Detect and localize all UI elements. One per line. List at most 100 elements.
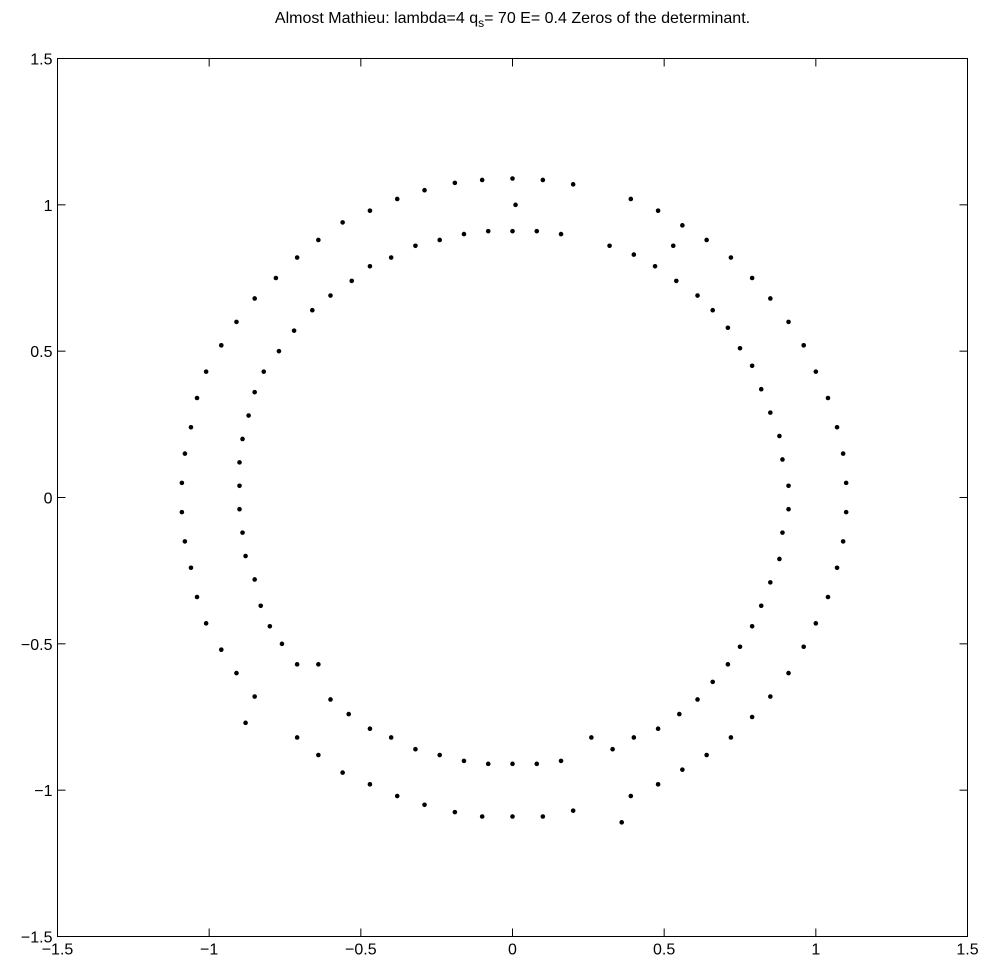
title-subscript: s <box>478 16 485 30</box>
data-point <box>310 307 315 313</box>
data-point <box>513 202 518 208</box>
data-point <box>674 278 679 284</box>
data-point <box>558 231 564 237</box>
y-tick-label: 1.5 <box>30 52 52 69</box>
x-tick-label: 0 <box>508 942 517 959</box>
x-tick-label: −1.5 <box>42 942 74 959</box>
data-point <box>413 746 418 752</box>
y-tick-label: −1.5 <box>21 930 53 947</box>
data-point <box>234 670 239 676</box>
data-point <box>194 395 200 401</box>
data-point <box>655 726 661 732</box>
x-tick-label: −0.5 <box>345 942 377 959</box>
data-point <box>786 483 791 489</box>
data-point <box>843 480 849 486</box>
data-point <box>631 735 637 740</box>
data-point <box>461 231 467 237</box>
data-point <box>840 539 846 544</box>
data-point <box>234 319 239 325</box>
data-point <box>570 808 576 813</box>
data-point <box>388 735 394 740</box>
data-point <box>725 662 731 667</box>
data-point <box>422 187 427 193</box>
data-point <box>349 278 355 284</box>
x-tick-label: 1.5 <box>956 942 978 959</box>
data-point <box>695 293 700 298</box>
data-point <box>786 670 791 676</box>
data-point <box>340 220 345 225</box>
data-point <box>843 509 849 515</box>
data-point <box>813 621 819 626</box>
data-point <box>801 343 806 348</box>
data-point <box>328 697 333 702</box>
data-point <box>188 424 194 430</box>
data-point <box>710 307 715 313</box>
data-point <box>777 556 782 562</box>
data-point <box>258 603 264 609</box>
data-point <box>749 275 755 281</box>
data-point <box>758 386 764 392</box>
y-tick-label: −0.5 <box>21 637 53 654</box>
data-point <box>219 647 224 652</box>
data-point <box>294 255 300 260</box>
data-point <box>452 180 458 186</box>
data-point <box>267 623 273 629</box>
data-point <box>182 451 188 456</box>
data-point <box>758 603 764 609</box>
data-point <box>749 623 755 629</box>
data-point <box>340 770 345 775</box>
data-point <box>749 363 755 369</box>
data-point <box>279 641 285 647</box>
data-point <box>737 345 743 351</box>
data-point <box>510 814 515 819</box>
data-point <box>510 228 515 234</box>
data-point <box>367 726 373 732</box>
data-point <box>240 436 245 442</box>
data-point <box>367 263 373 269</box>
y-tick-label: −1 <box>34 783 52 800</box>
data-point <box>725 325 731 331</box>
data-point <box>825 395 831 401</box>
data-point <box>291 328 297 333</box>
data-point <box>252 577 257 582</box>
data-point <box>179 480 185 486</box>
data-point <box>203 369 209 374</box>
axis-ticks: −1.5 −1 −0.5 0 0.5 1 1.5 −1.5 −1 −0.5 0 0.5 1 1.5 <box>21 52 979 959</box>
data-point <box>240 530 245 535</box>
data-point <box>246 413 251 418</box>
data-point <box>631 252 637 257</box>
x-tick-label: 1 <box>811 942 820 959</box>
data-point <box>252 389 257 395</box>
data-point <box>677 711 682 717</box>
data-point <box>628 196 634 202</box>
data-point <box>768 694 773 699</box>
data-point <box>422 802 427 808</box>
data-point <box>479 814 485 819</box>
data-point <box>237 460 242 465</box>
data-point <box>316 662 321 667</box>
data-point <box>780 530 785 535</box>
data-point <box>558 758 564 764</box>
data-point <box>540 177 546 183</box>
data-point <box>237 483 242 489</box>
data-point <box>394 793 400 799</box>
data-point <box>219 343 224 348</box>
data-point <box>437 752 443 758</box>
data-point <box>737 644 743 650</box>
data-point <box>194 594 200 600</box>
data-point <box>479 177 485 183</box>
data-point <box>786 319 791 325</box>
data-point <box>261 369 267 374</box>
data-point <box>534 228 540 234</box>
data-point <box>394 196 400 202</box>
data-point <box>328 293 333 298</box>
data-point <box>801 644 806 650</box>
data-point <box>610 746 615 752</box>
data-point <box>316 752 321 758</box>
data-point <box>728 735 734 740</box>
data-points <box>179 176 849 825</box>
data-point <box>834 424 840 430</box>
data-point <box>628 793 634 799</box>
data-point <box>510 761 515 767</box>
data-point <box>252 694 257 699</box>
